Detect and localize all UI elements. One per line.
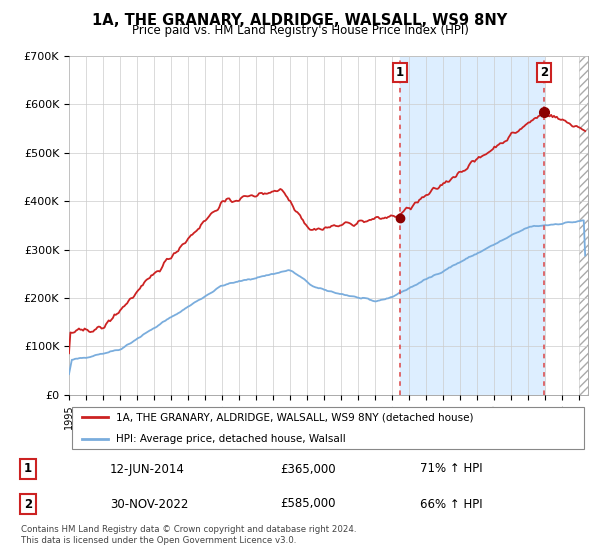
- FancyBboxPatch shape: [71, 407, 584, 449]
- Text: 2: 2: [24, 497, 32, 511]
- Bar: [580, 56, 588, 395]
- Text: 12-JUN-2014: 12-JUN-2014: [110, 463, 185, 475]
- Text: 66% ↑ HPI: 66% ↑ HPI: [420, 497, 482, 511]
- Text: 1: 1: [24, 463, 32, 475]
- Text: £365,000: £365,000: [280, 463, 335, 475]
- Text: Price paid vs. HM Land Registry's House Price Index (HPI): Price paid vs. HM Land Registry's House …: [131, 24, 469, 37]
- Text: 71% ↑ HPI: 71% ↑ HPI: [420, 463, 482, 475]
- Bar: [580, 56, 588, 395]
- Text: 1A, THE GRANARY, ALDRIDGE, WALSALL, WS9 8NY: 1A, THE GRANARY, ALDRIDGE, WALSALL, WS9 …: [92, 13, 508, 28]
- Text: 1A, THE GRANARY, ALDRIDGE, WALSALL, WS9 8NY (detached house): 1A, THE GRANARY, ALDRIDGE, WALSALL, WS9 …: [116, 412, 473, 422]
- Bar: [400, 56, 544, 395]
- Text: Contains HM Land Registry data © Crown copyright and database right 2024.
This d: Contains HM Land Registry data © Crown c…: [21, 525, 356, 545]
- Text: 2: 2: [540, 67, 548, 80]
- Text: 1: 1: [396, 67, 404, 80]
- Text: £585,000: £585,000: [280, 497, 335, 511]
- Text: HPI: Average price, detached house, Walsall: HPI: Average price, detached house, Wals…: [116, 435, 346, 444]
- Text: 30-NOV-2022: 30-NOV-2022: [110, 497, 188, 511]
